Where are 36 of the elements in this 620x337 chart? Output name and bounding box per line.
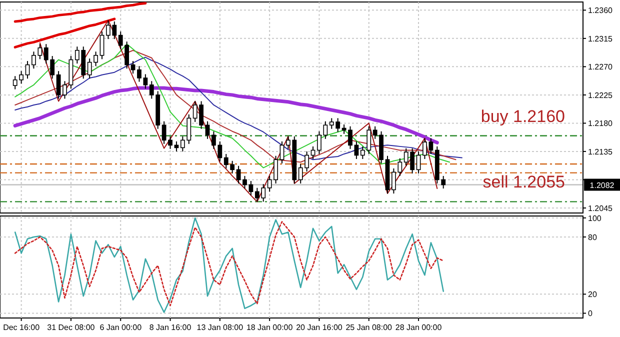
candlestick: [280, 140, 284, 164]
x-tick-label: Dec 16:00: [3, 323, 40, 332]
x-tick-label: 31 Dec 08:00: [47, 323, 96, 332]
y-tick-label: 1.2315: [588, 34, 614, 44]
y-tick-label: 0: [588, 309, 593, 318]
x-tick-label: 28 Jan 00:00: [395, 323, 442, 332]
y-tick-label: 80: [588, 232, 598, 242]
y-tick-label: 1.2180: [588, 119, 614, 128]
x-tick-label: 13 Jan 08:00: [196, 323, 244, 332]
candlestick: [62, 80, 67, 100]
x-tick-label: 20 Jan 16:00: [296, 323, 343, 332]
ref-line-label: 1.2082: [590, 181, 615, 190]
y-tick-label: 20: [588, 290, 598, 300]
candlestick: [248, 180, 254, 196]
ref-line-label: sell 1.2055: [482, 172, 565, 192]
line-series: [39, 20, 438, 202]
candlestick: [416, 150, 421, 174]
y-tick-label: 100: [588, 214, 602, 223]
ref-line-label: buy 1.2160: [480, 106, 565, 126]
line-series: [14, 2, 147, 23]
y-tick-label: 1.2225: [588, 90, 614, 100]
x-tick-label: 8 Jan 16:00: [149, 323, 192, 332]
y-tick-label: 1.2045: [588, 204, 614, 213]
x-tick-label: 18 Jan 00:00: [246, 323, 294, 332]
line-series: [13, 86, 439, 144]
candlestick: [205, 120, 210, 140]
y-tick-label: 1.2135: [588, 147, 614, 156]
candlestick: [100, 31, 104, 60]
y-tick-label: 1.2270: [588, 62, 614, 72]
candlestick: [348, 126, 352, 150]
line-series: [14, 18, 116, 48]
candlestick: [56, 70, 61, 100]
y-tick-label: 1.2360: [588, 6, 614, 16]
candlestick: [242, 175, 247, 190]
x-tick-label: 25 Jan 08:00: [346, 323, 393, 332]
x-tick-label: 6 Jan 00:00: [100, 323, 142, 332]
